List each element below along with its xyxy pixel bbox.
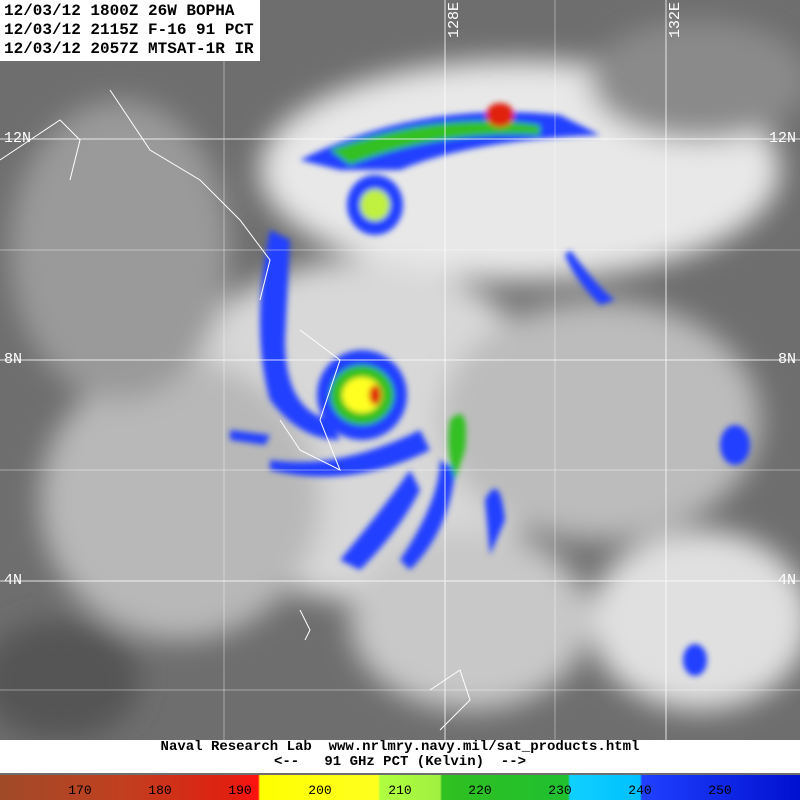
latitude-label: 12N (4, 130, 32, 147)
colorbar-label: 220 (468, 783, 492, 798)
longitude-label: 132E (667, 2, 684, 39)
colorbar-label: 210 (388, 783, 412, 798)
latitude-label: 8N (777, 351, 796, 368)
footer-line: <-- 91 GHz PCT (Kelvin) --> (273, 754, 527, 770)
coastlines (0, 89, 471, 731)
colorbar-label: 170 (68, 783, 92, 798)
microwave-bands (230, 103, 750, 676)
latitude-label: 4N (777, 572, 796, 589)
colorbar-label: 190 (228, 783, 252, 798)
latitude-label: 8N (4, 351, 23, 368)
graticule (0, 0, 800, 740)
colorbar-label: 250 (708, 783, 732, 798)
latitude-label: 12N (768, 130, 796, 147)
header-line: 12/03/12 2057Z MTSAT-1R IR (4, 40, 254, 58)
header-line: 12/03/12 1800Z 26W BOPHA (4, 2, 235, 20)
header-line: 12/03/12 2115Z F-16 91 PCT (4, 21, 254, 39)
cloud-cover (0, 20, 800, 740)
colorbar-label: 180 (148, 783, 172, 798)
latitude-label: 4N (4, 572, 23, 589)
header: 12/03/12 1800Z 26W BOPHA 12/03/12 2115Z … (0, 0, 260, 61)
colorbar-label: 200 (308, 783, 332, 798)
longitude-label: 128E (446, 2, 463, 39)
colorbar (0, 775, 800, 800)
footer: Naval Research Lab www.nrlmry.navy.mil/s… (0, 740, 800, 773)
colorbar-label: 230 (548, 783, 572, 798)
colorbar-label: 240 (628, 783, 652, 798)
footer-line: Naval Research Lab www.nrlmry.navy.mil/s… (160, 739, 640, 755)
